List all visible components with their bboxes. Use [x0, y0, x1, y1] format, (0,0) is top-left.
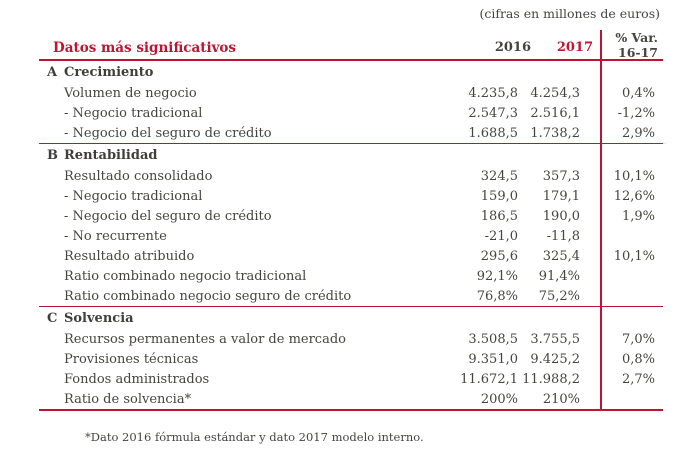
row-label: Recursos permanentes a valor de mercado [64, 331, 346, 347]
table-row: Ratio combinado negocio tradicional 92,1%… [39, 266, 663, 286]
value-var: 12,6% [613, 188, 655, 204]
value-var: 0,4% [621, 85, 655, 101]
value-var: 2,9% [621, 125, 655, 141]
table-title: Datos más significativos [53, 40, 237, 56]
value-2016: 186,5 [480, 208, 518, 224]
section-header-row: C Solvencia [39, 307, 663, 329]
row-label: Ratio de solvencia* [64, 391, 192, 407]
table-row: - Negocio tradicional 159,0 179,1 12,6% [39, 186, 663, 206]
value-2016: 11.672,1 [460, 371, 518, 387]
table-row: Ratio combinado negocio seguro de crédit… [39, 286, 663, 306]
section-name: Solvencia [64, 310, 134, 326]
table-row: - Negocio tradicional 2.547,3 2.516,1 -1,2% [39, 103, 663, 123]
value-2017: 3.755,5 [530, 331, 580, 347]
row-label: Provisiones técnicas [64, 351, 199, 367]
value-2017: 91,4% [538, 268, 580, 284]
value-2016: 92,1% [476, 268, 518, 284]
value-2017: 190,0 [542, 208, 580, 224]
value-2016: 1.688,5 [468, 125, 518, 141]
value-2017: 2.516,1 [530, 105, 580, 121]
section-letter: A [47, 64, 58, 80]
section-crecimiento: A Crecimiento Volumen de negocio 4.235,8 4.2… [39, 61, 663, 143]
table-row: Provisiones técnicas 9.351,0 9.425,2 0,8% [39, 349, 663, 369]
column-header-var-line1: % Var. [615, 30, 658, 45]
value-var: 0,8% [621, 351, 655, 367]
row-label: Volumen de negocio [64, 85, 197, 101]
value-2016: 9.351,0 [468, 351, 518, 367]
units-note: (cifras en millones de euros) [479, 6, 660, 21]
value-2016: 2.547,3 [468, 105, 518, 121]
row-label: - Negocio tradicional [64, 105, 203, 121]
table-row: - Negocio del seguro de crédito 1.688,5 1.… [39, 123, 663, 143]
value-2017: 75,2% [538, 288, 580, 304]
value-2017: 4.254,3 [530, 85, 580, 101]
row-label: Ratio combinado negocio seguro de crédit… [64, 288, 352, 304]
table-row: Resultado atribuido 295,6 325,4 10,1% [39, 246, 663, 266]
value-2017: 9.425,2 [530, 351, 580, 367]
column-header-2016: 2016 [494, 40, 531, 55]
row-label: Ratio combinado negocio tradicional [64, 268, 307, 284]
value-var: 7,0% [621, 331, 655, 347]
value-var: 10,1% [613, 168, 655, 184]
table-row: Recursos permanentes a valor de mercado 3… [39, 329, 663, 349]
value-2016: 324,5 [480, 168, 518, 184]
value-2016: 200% [480, 391, 518, 407]
table-row: Ratio de solvencia* 200% 210% [39, 389, 663, 409]
row-label: - No recurrente [64, 228, 167, 244]
table-row: Resultado consolidado 324,5 357,3 10,1% [39, 166, 663, 186]
value-2017: 11.988,2 [522, 371, 580, 387]
column-header-2017: 2017 [556, 40, 593, 55]
section-header-row: A Crecimiento [39, 61, 663, 83]
section-name: Rentabilidad [64, 147, 158, 163]
value-2017: 325,4 [542, 248, 580, 264]
vertical-rule [600, 30, 602, 410]
column-header-var-line2: 16-17 [618, 44, 658, 60]
value-var: -1,2% [617, 105, 655, 121]
row-label: - Negocio tradicional [64, 188, 203, 204]
column-header-var: % Var. 16-17 [598, 30, 658, 60]
value-2017: 210% [542, 391, 580, 407]
value-2016: -21,0 [484, 228, 518, 244]
value-2017: 1.738,2 [530, 125, 580, 141]
row-label: Fondos administrados [64, 371, 210, 387]
value-2017: 179,1 [542, 188, 580, 204]
footnote: *Dato 2016 fórmula estándar y dato 2017 … [85, 430, 424, 444]
section-solvencia: C Solvencia Recursos permanentes a valor d… [39, 306, 663, 409]
significant-data-table: A Crecimiento Volumen de negocio 4.235,8 4.2… [39, 59, 663, 411]
value-2016: 4.235,8 [468, 85, 518, 101]
table-row: - Negocio del seguro de crédito 186,5 190,… [39, 206, 663, 226]
value-2016: 159,0 [480, 188, 518, 204]
section-name: Crecimiento [64, 64, 154, 80]
table-row: Volumen de negocio 4.235,8 4.254,3 0,4% [39, 83, 663, 103]
table-row: Fondos administrados 11.672,1 11.988,2 2,7% [39, 369, 663, 389]
section-letter: B [47, 147, 58, 163]
table-row: - No recurrente -21,0 -11,8 [39, 226, 663, 246]
row-label: Resultado atribuido [64, 248, 195, 264]
value-2017: 357,3 [542, 168, 580, 184]
value-var: 2,7% [621, 371, 655, 387]
row-label: - Negocio del seguro de crédito [64, 125, 272, 141]
value-2016: 76,8% [476, 288, 518, 304]
row-label: - Negocio del seguro de crédito [64, 208, 272, 224]
section-letter: C [47, 310, 58, 326]
value-var: 1,9% [621, 208, 655, 224]
row-label: Resultado consolidado [64, 168, 213, 184]
value-var: 10,1% [613, 248, 655, 264]
value-2016: 3.508,5 [468, 331, 518, 347]
section-header-row: B Rentabilidad [39, 144, 663, 166]
value-2016: 295,6 [480, 248, 518, 264]
value-2017: -11,8 [546, 228, 580, 244]
section-rentabilidad: B Rentabilidad Resultado consolidado 324,5 3… [39, 143, 663, 306]
